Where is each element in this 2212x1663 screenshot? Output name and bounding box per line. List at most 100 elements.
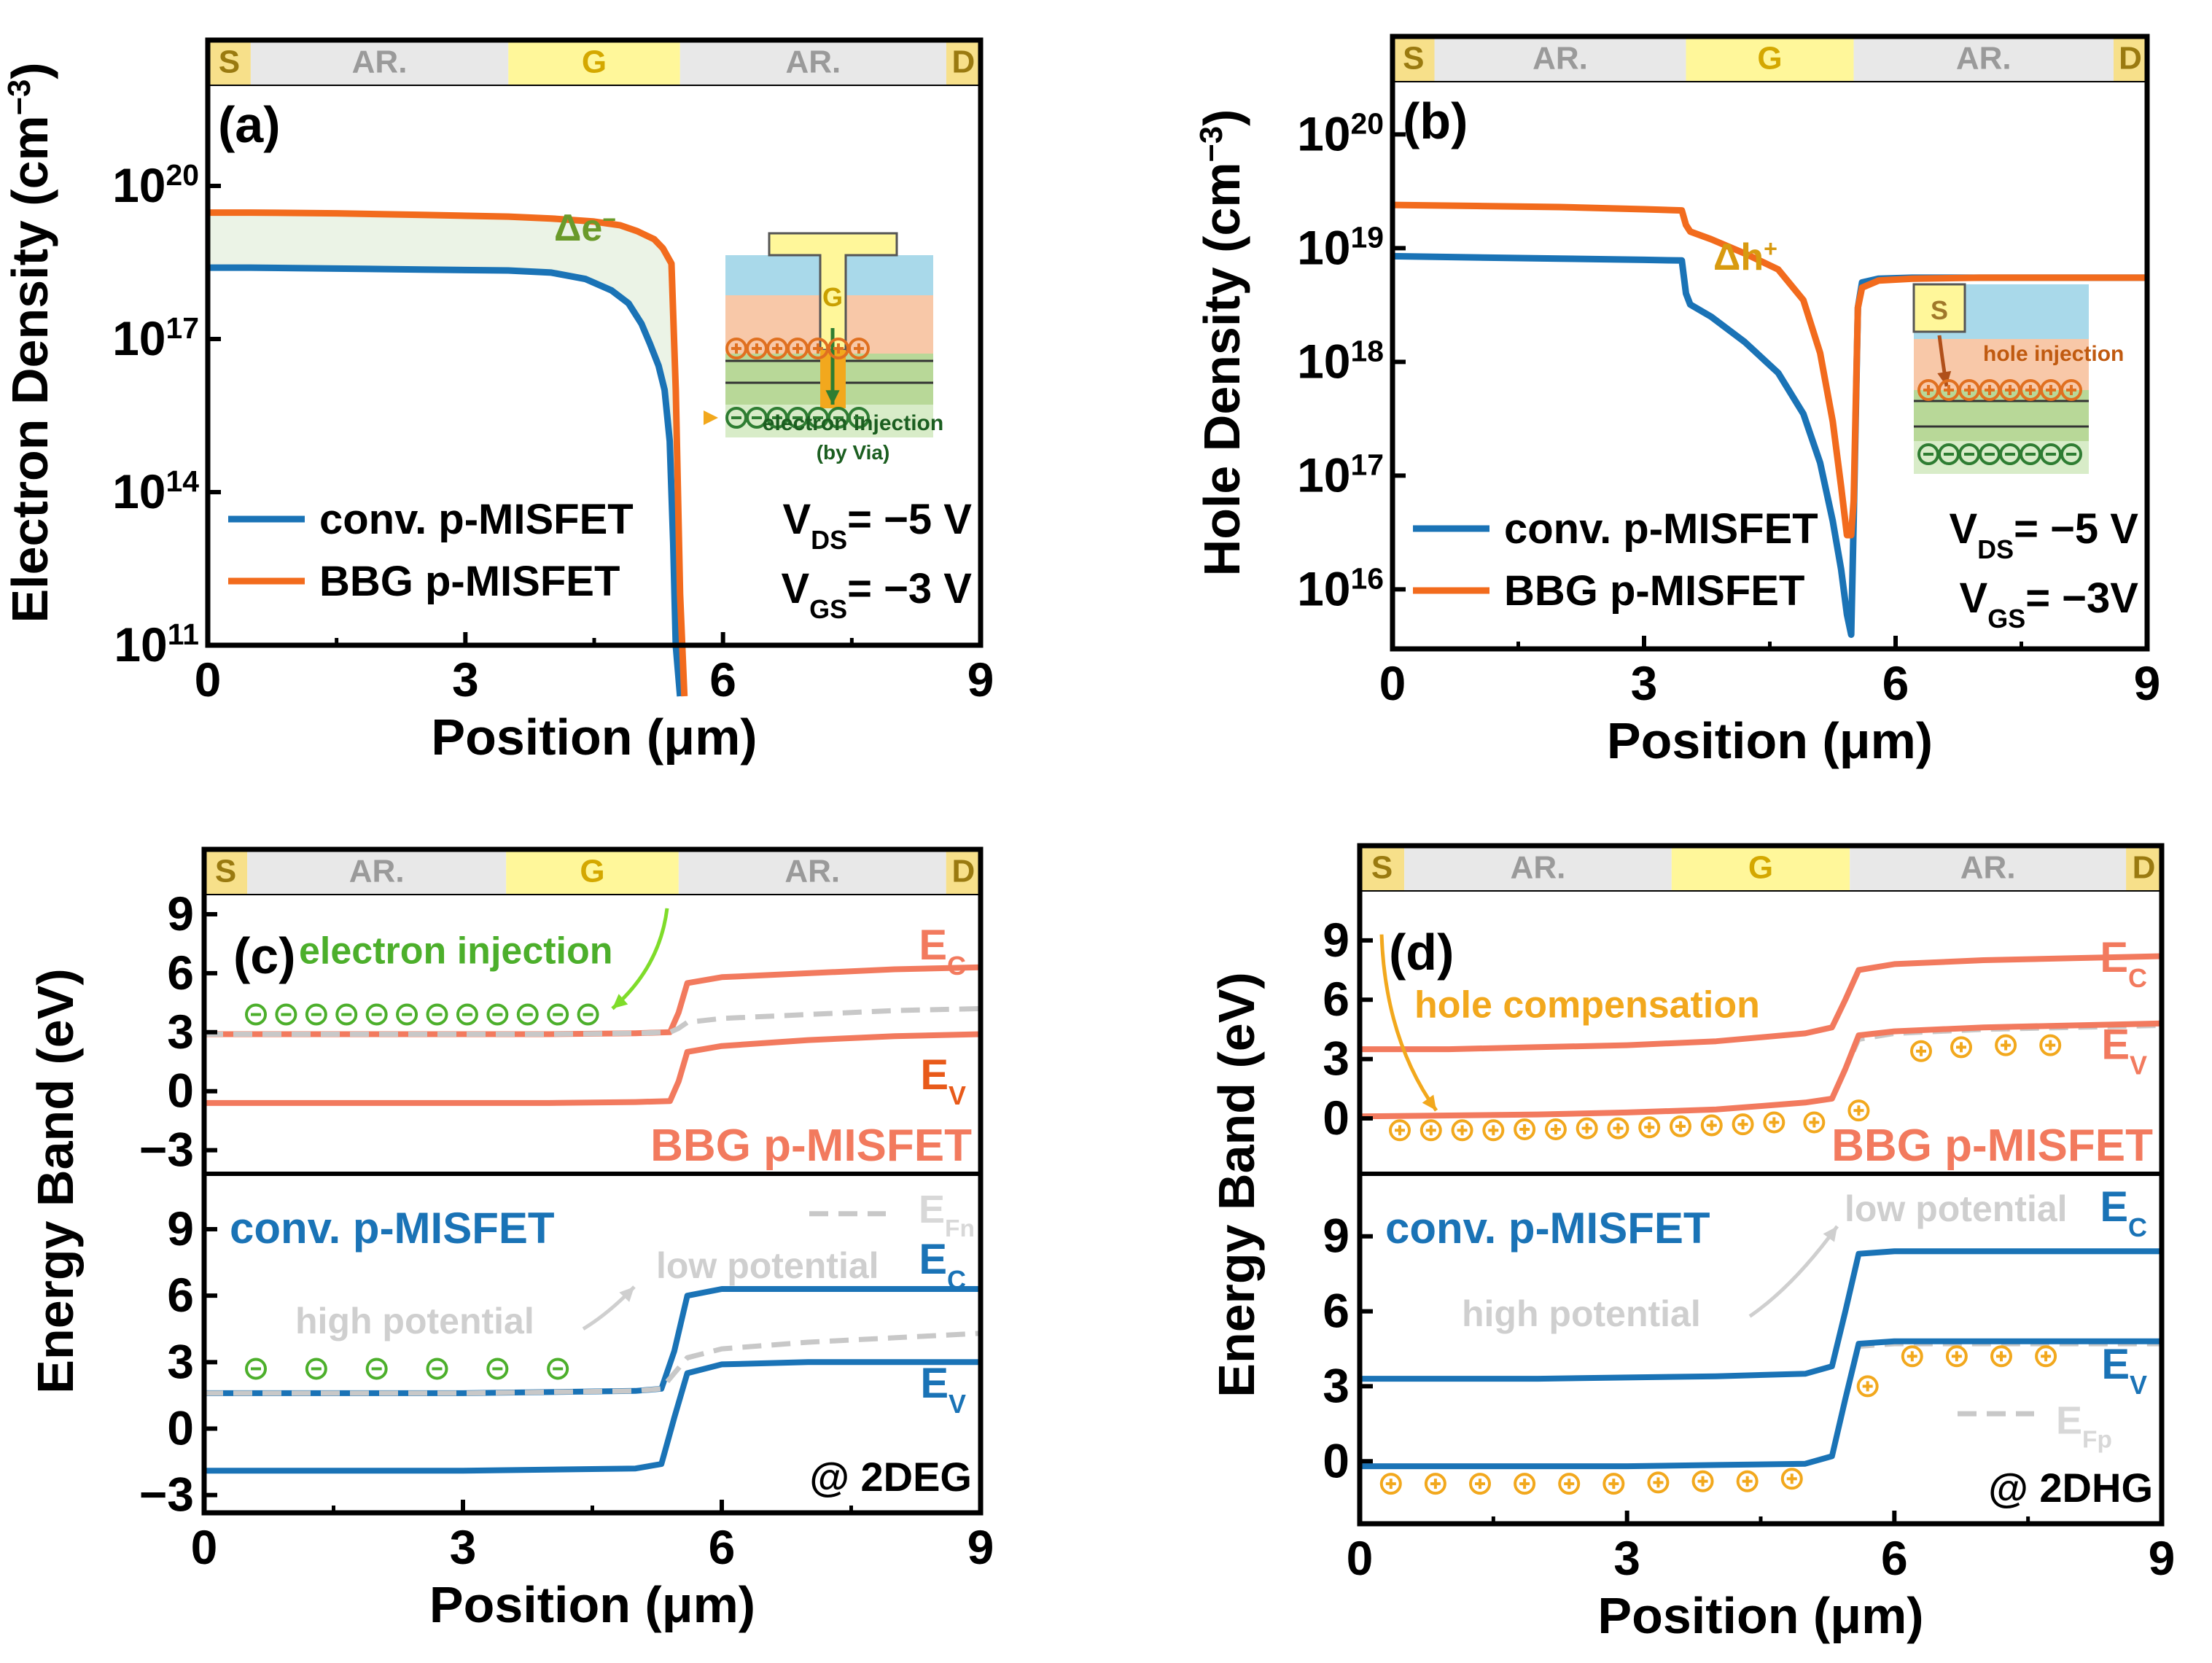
x-tick-label: 6 xyxy=(709,653,736,706)
x-tick-label-part: 3 xyxy=(450,1520,477,1574)
region-ar2 xyxy=(679,40,946,85)
device-label-bbg: BBG p-MISFET xyxy=(650,1121,972,1171)
hole-icon xyxy=(1389,1119,1411,1142)
y-tick-label-part: 6 xyxy=(1323,972,1350,1026)
region-label-d-part: D xyxy=(952,44,975,80)
region-ar1 xyxy=(250,40,509,85)
conv-series-line xyxy=(208,264,684,697)
band-label-ec-part: E xyxy=(919,922,947,969)
region-label-ar1: AR. xyxy=(349,854,405,889)
electron-icon xyxy=(245,1003,267,1026)
y-tick-label: 9 xyxy=(1323,913,1350,967)
hole-icon xyxy=(1950,1036,1972,1059)
conv-e-c-line xyxy=(1360,1248,2162,1382)
x-tick-label: 6 xyxy=(709,1520,736,1574)
region-g xyxy=(1671,846,1850,891)
electron-icon xyxy=(365,1358,388,1380)
hole-icon xyxy=(2039,1034,2062,1056)
y-tick-label-part: 17 xyxy=(1350,448,1384,481)
band-label-ec: EC xyxy=(2100,934,2147,993)
y-tick-label: 3 xyxy=(167,1334,194,1388)
region-label-ar1-part: AR. xyxy=(349,854,405,889)
x-tick-label: 3 xyxy=(1631,656,1658,710)
y-tick-label: 1014 xyxy=(112,464,199,518)
carrier-circle xyxy=(1514,1473,1536,1495)
region-label-ar1: AR. xyxy=(352,44,408,80)
band-label-ec-part: C xyxy=(2128,1212,2147,1242)
region-ar2 xyxy=(1853,36,2114,82)
delta-annotation: Δh+ xyxy=(1713,235,1777,279)
region-label-ar2-part: AR. xyxy=(785,44,841,80)
y-tick-label: −3 xyxy=(139,1123,194,1177)
y-tick-label-part: 3 xyxy=(1323,1032,1350,1086)
device-label-conv-part: conv. p-MISFET xyxy=(230,1204,555,1253)
x-tick-label: 0 xyxy=(1347,1531,1374,1585)
y-axis-label: Electron Density (cm−3) xyxy=(1,62,58,623)
electron-icon xyxy=(365,1003,388,1026)
hole-icon xyxy=(1647,1471,1670,1494)
y-axis-label-part: Electron Density (cm xyxy=(1,115,58,623)
electron-icon xyxy=(547,1358,569,1380)
y-tick-label-part: 10 xyxy=(114,618,167,671)
inset-caption-part: electron injection xyxy=(763,411,943,435)
region-label-g: G xyxy=(582,44,607,80)
delta-fill xyxy=(208,212,685,697)
hole-icon xyxy=(1576,1117,1598,1140)
x-tick-label-part: 3 xyxy=(1631,656,1658,710)
electron-icon xyxy=(577,1003,599,1026)
potential-arrow-head xyxy=(1823,1226,1837,1242)
annotation-low-potential: low potential xyxy=(656,1245,879,1286)
region-label-d-part: D xyxy=(2119,41,2142,77)
region-label-ar1-part: AR. xyxy=(352,44,408,80)
device-label-conv-part: conv. p-MISFET xyxy=(1385,1204,1710,1253)
carrier-circle xyxy=(426,1003,448,1026)
y-tick-label-part: 17 xyxy=(165,311,199,345)
x-axis-label-part: Position (μm) xyxy=(429,1576,755,1633)
y-tick-label-part: 0 xyxy=(167,1064,194,1118)
carrier-circle xyxy=(1389,1119,1411,1142)
inset-layer-green xyxy=(1914,390,2089,441)
region-label-ar1: AR. xyxy=(1511,850,1566,886)
legend-label-conv-part: conv. p-MISFET xyxy=(1504,505,1818,553)
electron-icon xyxy=(2060,443,2082,465)
potential-arrow-head xyxy=(619,1287,634,1302)
panel-label: (d) xyxy=(1389,924,1454,981)
x-tick-label-part: 3 xyxy=(452,653,479,706)
bias-label-part: = −3 V xyxy=(847,565,972,612)
annotation-hole-compensation: hole compensation xyxy=(1414,984,1760,1027)
hole-icon xyxy=(1901,1345,1923,1368)
x-tick-label-part: 9 xyxy=(967,1520,994,1574)
carrier-circle xyxy=(1847,1099,1870,1122)
delta-annotation-part: + xyxy=(1764,235,1777,262)
y-tick-label-part: 3 xyxy=(167,1334,194,1388)
hole-icon xyxy=(1424,1473,1446,1495)
x-tick-label-part: 0 xyxy=(1379,656,1406,710)
device-label-bbg: BBG p-MISFET xyxy=(1831,1121,2153,1171)
inset-caption: hole injection xyxy=(1983,342,2124,366)
hole-icon xyxy=(1917,379,1939,401)
region-label-s-part: S xyxy=(215,854,236,889)
x-tick-label-part: 6 xyxy=(1881,1531,1908,1585)
hole-icon xyxy=(1910,1040,1932,1062)
y-tick-label: 6 xyxy=(167,946,194,1000)
carrier-circle xyxy=(245,1358,267,1380)
y-tick-label-part: 10 xyxy=(1297,561,1350,615)
region-s xyxy=(1393,36,1435,82)
device-label-conv: conv. p-MISFET xyxy=(1385,1204,1710,1253)
carrier-circle xyxy=(1945,1345,1968,1368)
carrier-circle xyxy=(486,1358,509,1380)
electron-icon xyxy=(547,1003,569,1026)
region-label-s: S xyxy=(1403,41,1424,77)
carrier-circle xyxy=(1514,1118,1536,1140)
y-tick-label: 1020 xyxy=(1297,106,1384,160)
band-label-efp-part: Fp xyxy=(2082,1426,2112,1453)
band-label-ev-part: E xyxy=(920,1360,949,1407)
region-label-s: S xyxy=(1371,850,1393,886)
hole-icon xyxy=(1451,1119,1473,1142)
y-tick-label: 1019 xyxy=(1297,220,1384,274)
carrier-circle xyxy=(486,1003,509,1026)
inset-marker-icon xyxy=(704,410,718,425)
